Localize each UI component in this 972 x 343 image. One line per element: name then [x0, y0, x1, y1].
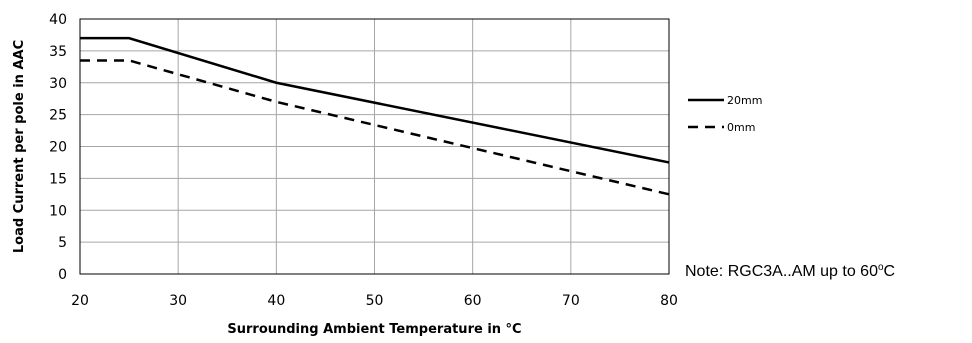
x-axis-title: Surrounding Ambient Temperature in °C [227, 322, 521, 337]
note-suffix: C [884, 263, 896, 280]
series-line-20mm [80, 36, 670, 164]
x-tick-label-1: 30 [169, 293, 187, 309]
y-tick-label-8: 40 [49, 12, 67, 28]
x-tick-label-0: 20 [71, 293, 89, 309]
note-text: Note: RGC3A..AM up to 60oC [685, 262, 895, 280]
x-tick-label-6: 80 [660, 293, 678, 309]
y-tick-label-1: 5 [58, 235, 67, 251]
series-line-0mm [80, 59, 670, 196]
x-tick-label-4: 60 [464, 293, 482, 309]
note-prefix: Note: RGC3A..AM up to 60 [685, 263, 878, 280]
x-tick-label-5: 70 [562, 293, 580, 309]
y-tick-label-0: 0 [58, 267, 67, 283]
note-degree-sign: o [878, 262, 884, 273]
y-tick-label-4: 20 [49, 140, 67, 156]
x-tick-label-2: 40 [267, 293, 285, 309]
series-lines [80, 36, 670, 196]
y-tick-label-5: 25 [49, 108, 67, 124]
y-tick-label-6: 30 [49, 76, 67, 92]
y-tick-label-2: 10 [49, 203, 67, 219]
y-axis-title: Load Current per pole in AAC [12, 40, 27, 253]
legend-label-20mm: 20mm [727, 94, 762, 107]
plot-area-border [79, 18, 670, 275]
legend-label-0mm: 0mm [727, 121, 755, 134]
x-tick-label-3: 50 [366, 293, 384, 309]
y-tick-label-7: 35 [49, 44, 67, 60]
x-axis-tick-labels: 20 30 40 50 60 70 80 [71, 293, 678, 309]
gridlines [79, 18, 670, 275]
y-tick-label-3: 15 [49, 171, 67, 187]
y-axis-tick-labels: 0 5 10 15 20 25 30 35 40 [49, 12, 67, 283]
legend: 20mm 0mm [688, 94, 762, 134]
